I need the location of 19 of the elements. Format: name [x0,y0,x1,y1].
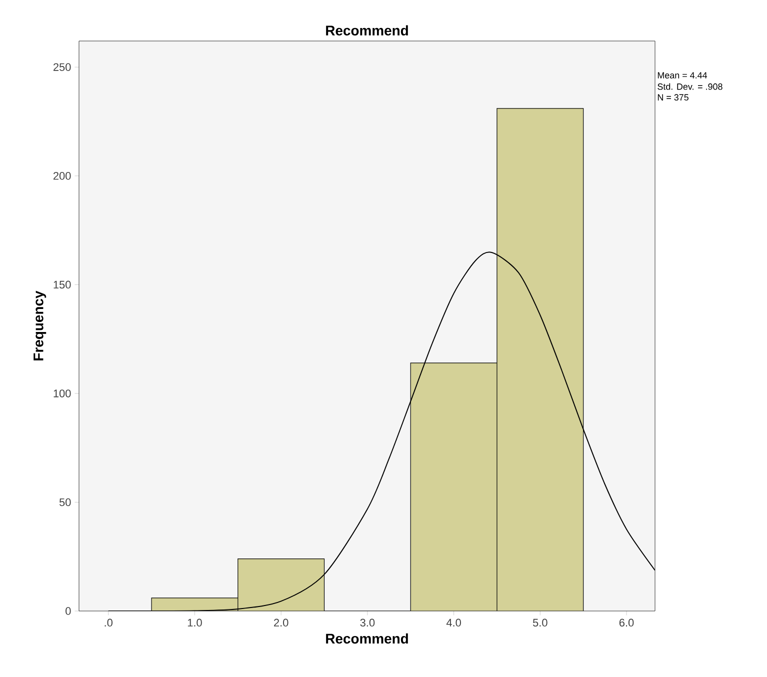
x-tick-label: .0 [104,618,112,627]
y-axis-title: Frequency [34,290,46,360]
x-tick-label: 1.0 [188,618,202,627]
x-axis-title: Recommend [326,633,408,644]
y-tick-label: 50 [59,498,71,506]
text: Mean = 4.44 [658,72,708,78]
x-tick-label: 2.0 [274,618,288,627]
x-tick-label: 5.0 [532,618,548,627]
x-tick-label: 6.0 [619,618,634,627]
y-tick-label: 100 [54,390,71,398]
chart-title: Recommend [326,25,408,36]
x-tick-label: 3.0 [360,618,375,627]
y-tick-label: 0 [66,607,71,615]
text: Std. Dev. = .908 [658,83,722,90]
text: N = 375 [658,94,688,101]
y-tick-label: 150 [54,280,71,289]
y-tick-label: 200 [53,172,71,180]
x-tick-label: 4.0 [446,618,461,627]
y-tick-label: 250 [53,63,71,71]
